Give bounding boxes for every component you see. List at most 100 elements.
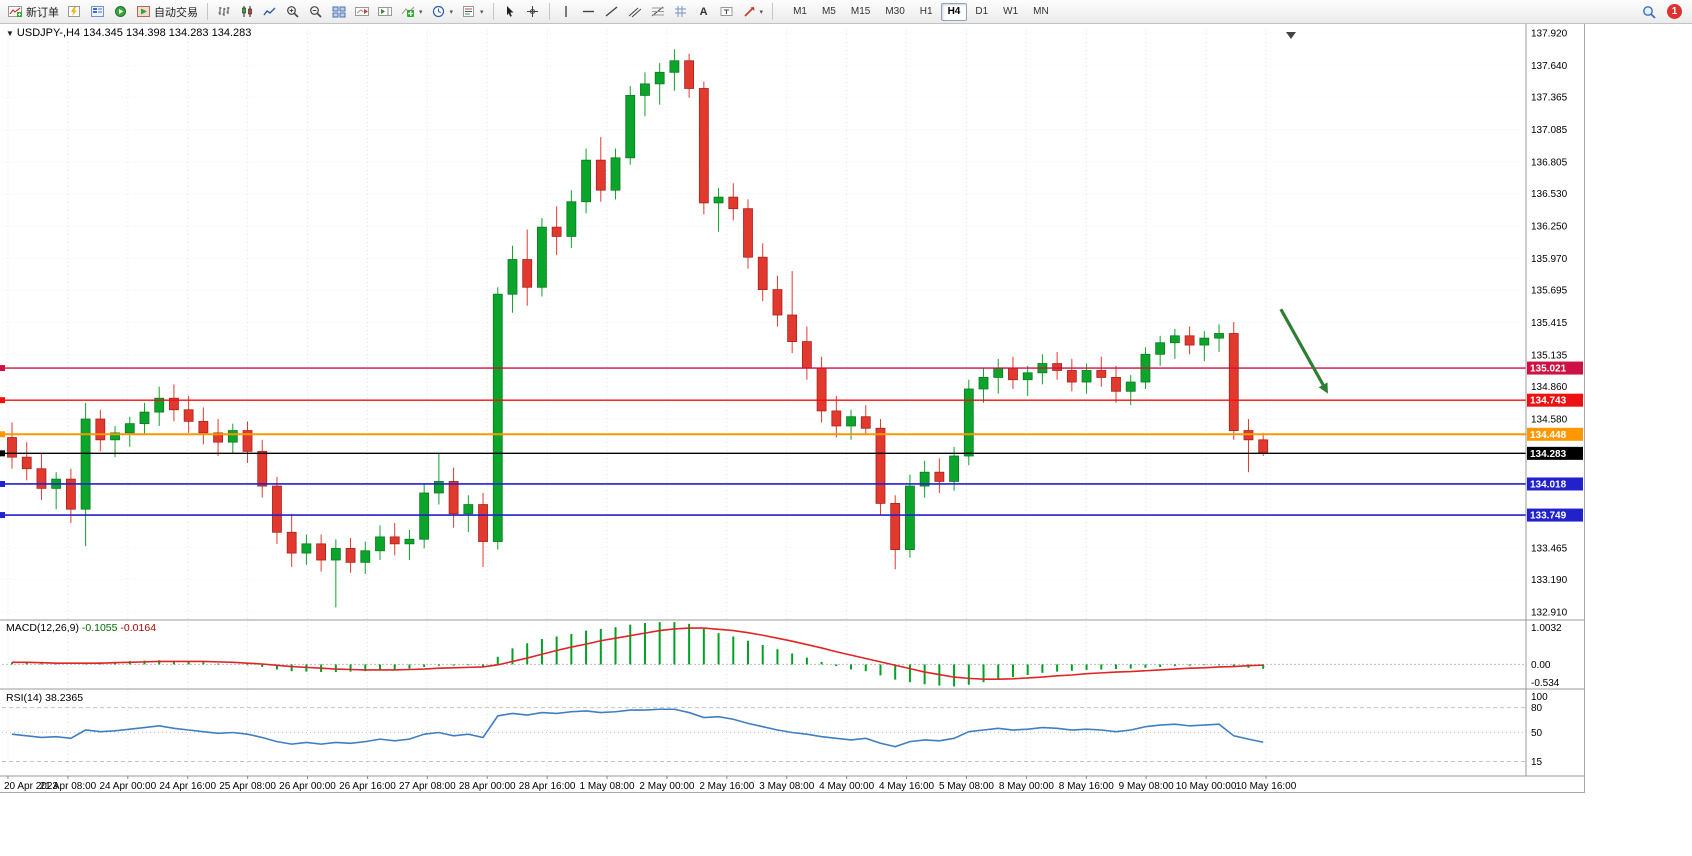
- svg-text:5 May 08:00: 5 May 08:00: [939, 781, 994, 792]
- horizontal-line-icon: [583, 10, 595, 13]
- new-order-icon: [8, 6, 22, 17]
- svg-text:2 May 00:00: 2 May 00:00: [639, 781, 694, 792]
- toolbar-separator: [548, 3, 550, 20]
- notification-badge[interactable]: 1: [1667, 4, 1682, 19]
- chart-window: 137.920 137.640 137.365 137.085 136.805 136.5…: [0, 24, 1585, 793]
- grid-icon: [675, 6, 687, 17]
- equidistant-channel-icon: [628, 7, 642, 18]
- svg-text:135.021: 135.021: [1530, 364, 1567, 375]
- new-order-button[interactable]: 新订单: [4, 2, 63, 22]
- timeframe-button-W1[interactable]: W1: [996, 3, 1025, 21]
- label-tool-icon: [720, 7, 733, 16]
- timeframe-button-D1[interactable]: D1: [968, 3, 995, 21]
- templates-icon: [463, 6, 475, 17]
- zoom-in-button[interactable]: [282, 2, 304, 22]
- tile-windows-icon: [332, 6, 346, 18]
- svg-text:133.465: 133.465: [1531, 543, 1568, 554]
- auto-scroll-button[interactable]: [351, 2, 373, 22]
- svg-text:10 May 00:00: 10 May 00:00: [1176, 781, 1237, 792]
- svg-text:4 May 16:00: 4 May 16:00: [879, 781, 934, 792]
- candles-layer: [7, 49, 1269, 608]
- toolbar-separator: [492, 3, 494, 20]
- svg-text:24 Apr 00:00: 24 Apr 00:00: [99, 781, 156, 792]
- price-tag: [1527, 446, 1583, 460]
- channel-tool-button[interactable]: [624, 2, 646, 22]
- timeframe-button-M5[interactable]: M5: [815, 3, 843, 21]
- svg-text:137.920: 137.920: [1531, 29, 1568, 40]
- periods-caret-icon: ▾: [449, 8, 454, 16]
- chart-shift-icon: [378, 7, 392, 16]
- svg-text:15: 15: [1531, 757, 1543, 768]
- grid-tool-button[interactable]: [670, 2, 692, 22]
- fibonacci-tool-button[interactable]: [647, 2, 669, 22]
- svg-text:4 May 00:00: 4 May 00:00: [819, 781, 874, 792]
- autotrading-icon: [137, 6, 150, 17]
- candlestick-chart-button[interactable]: [236, 2, 258, 22]
- line-chart-button[interactable]: [259, 2, 281, 22]
- svg-text:28 Apr 00:00: 28 Apr 00:00: [459, 781, 516, 792]
- search-button[interactable]: [1638, 2, 1661, 22]
- crosshair-icon: [527, 6, 539, 17]
- indicators-button[interactable]: ▾: [397, 2, 427, 22]
- candlestick-chart-icon: [242, 6, 252, 17]
- horizontal-line-tool-button[interactable]: [578, 2, 600, 22]
- svg-text:8 May 00:00: 8 May 00:00: [999, 781, 1054, 792]
- svg-text:136.530: 136.530: [1531, 189, 1568, 200]
- chart-shift-marker[interactable]: [1286, 32, 1296, 39]
- timeframe-button-M30[interactable]: M30: [878, 3, 911, 21]
- toolbar-separator: [772, 3, 774, 20]
- svg-text:27 Apr 08:00: 27 Apr 08:00: [399, 781, 456, 792]
- crosshair-button[interactable]: [522, 2, 544, 22]
- chart-collapse-icon[interactable]: ▼: [6, 29, 14, 38]
- timeframe-group: M1 M5 M15 M30 H1 H4 D1 W1 MN: [786, 2, 1056, 21]
- svg-text:135.970: 135.970: [1531, 254, 1568, 265]
- tile-windows-button[interactable]: [328, 2, 350, 22]
- zoom-out-button[interactable]: [305, 2, 327, 22]
- arrows-tool-button[interactable]: ▾: [739, 2, 768, 22]
- svg-text:137.085: 137.085: [1531, 125, 1568, 136]
- new-chart-button[interactable]: [64, 2, 86, 22]
- periods-clock-icon: [432, 5, 444, 18]
- svg-text:-0.534: -0.534: [1531, 678, 1560, 689]
- line-chart-icon: [263, 7, 276, 16]
- bar-chart-button[interactable]: [213, 2, 235, 22]
- timeframe-button-MN[interactable]: MN: [1026, 3, 1056, 21]
- navigator-button[interactable]: [110, 2, 132, 22]
- svg-text:133.749: 133.749: [1530, 511, 1567, 522]
- svg-text:134.860: 134.860: [1531, 382, 1568, 393]
- toolbar: 新订单 自动交易 ▾ ▾: [0, 0, 1692, 24]
- cursor-button[interactable]: [499, 2, 521, 22]
- templates-button[interactable]: ▾: [458, 2, 488, 22]
- vertical-line-icon: [564, 6, 567, 17]
- new-order-label: 新订单: [26, 6, 59, 19]
- svg-text:136.805: 136.805: [1531, 157, 1568, 168]
- svg-text:137.365: 137.365: [1531, 93, 1568, 104]
- price-tag: [1527, 393, 1583, 407]
- chart-canvas[interactable]: 137.920 137.640 137.365 137.085 136.805 136.5…: [0, 24, 1584, 792]
- fibonacci-icon: [651, 6, 664, 17]
- svg-text:0.00: 0.00: [1531, 660, 1551, 671]
- timeframe-button-M1[interactable]: M1: [786, 3, 814, 21]
- svg-text:135.135: 135.135: [1531, 350, 1568, 361]
- text-tool-button[interactable]: A: [693, 2, 715, 22]
- svg-text:135.695: 135.695: [1531, 286, 1568, 297]
- label-tool-button[interactable]: [716, 2, 738, 22]
- search-icon: [1643, 5, 1656, 19]
- price-tag: [1527, 427, 1583, 441]
- svg-text:134.743: 134.743: [1530, 396, 1567, 407]
- text-tool-icon: A: [699, 5, 708, 18]
- vertical-line-tool-button[interactable]: [555, 2, 577, 22]
- timeframe-button-H1[interactable]: H1: [913, 3, 940, 21]
- timeframe-button-M15[interactable]: M15: [844, 3, 877, 21]
- periods-button[interactable]: ▾: [428, 2, 458, 22]
- trend-arrow[interactable]: [1279, 308, 1325, 386]
- price-axis[interactable]: 137.920 137.640 137.365 137.085 136.805 136.5…: [1527, 29, 1583, 619]
- autotrading-button[interactable]: 自动交易: [133, 2, 202, 22]
- svg-text:26 Apr 16:00: 26 Apr 16:00: [339, 781, 396, 792]
- timeframe-button-H4[interactable]: H4: [940, 2, 968, 21]
- market-watch-button[interactable]: [87, 2, 109, 22]
- chart-shift-button[interactable]: [374, 2, 396, 22]
- trendline-tool-button[interactable]: [601, 2, 623, 22]
